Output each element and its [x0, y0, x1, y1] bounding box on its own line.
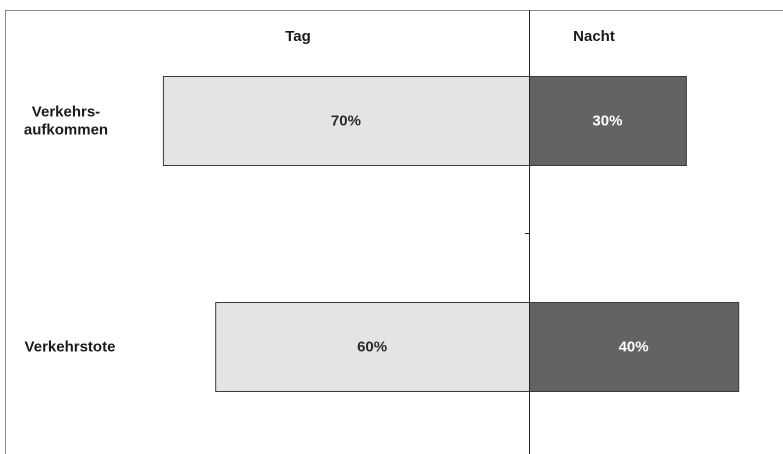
data-label-tag-1: 60% [357, 339, 387, 356]
category-labels: Verkehrs-aufkommen Verkehrstote [24, 104, 116, 356]
bar-tag-1 [215, 302, 530, 392]
data-label-tag-0: 70% [331, 113, 361, 130]
category-label-0: Verkehrs-aufkommen [24, 104, 108, 139]
data-label-nacht-0: 30% [592, 113, 622, 130]
legend-tag-label: Tag [285, 28, 311, 45]
bar-tag-0 [162, 76, 530, 166]
data-label-nacht-1: 40% [619, 339, 649, 356]
legend-nacht-label: Nacht [573, 28, 615, 45]
category-label-1: Verkehrstote [25, 339, 116, 356]
